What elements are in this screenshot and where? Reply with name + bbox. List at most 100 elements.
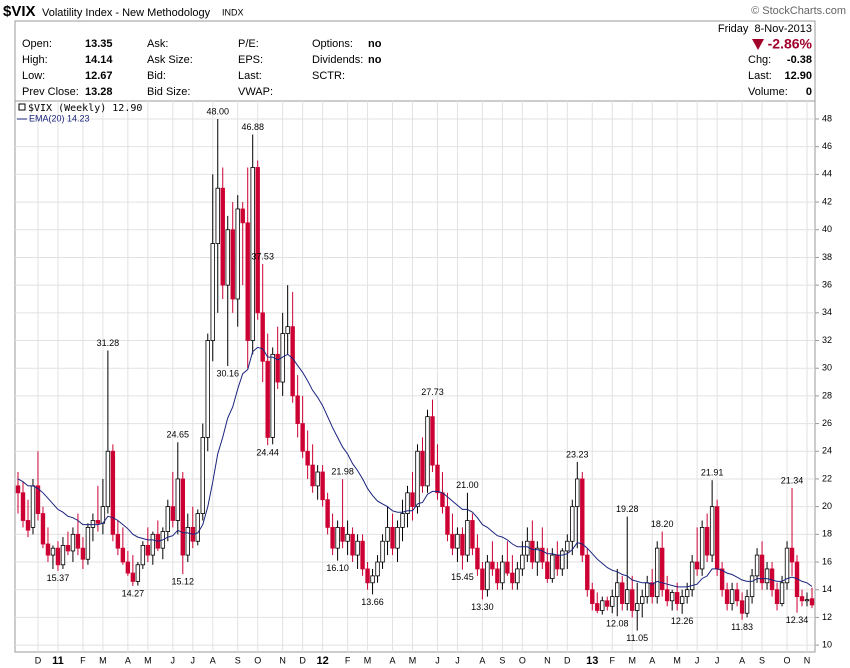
candle-body	[320, 471, 325, 501]
candle-body	[35, 485, 41, 514]
candle-body	[535, 547, 540, 563]
field-label: Volume:	[748, 86, 788, 98]
candle-body	[145, 544, 151, 556]
field-label: Prev Close:	[22, 86, 79, 98]
y-tick-label: 24	[822, 446, 832, 456]
candle-body	[130, 572, 136, 582]
field-label: Last:	[238, 70, 262, 82]
field-label: VWAP:	[238, 86, 273, 98]
candle-body	[260, 312, 265, 362]
x-tick-label: O	[254, 655, 261, 665]
candle-body	[645, 582, 650, 598]
candle-body	[240, 208, 245, 224]
x-tick-label: 12	[316, 655, 328, 667]
price-label: 23.23	[566, 449, 589, 459]
y-tick-label: 48	[822, 113, 832, 123]
frame	[14, 20, 816, 653]
candle-body	[530, 540, 535, 563]
candle-body	[480, 568, 485, 591]
y-tick-label: 46	[822, 141, 832, 151]
candle-body	[669, 592, 675, 602]
x-tick-label: S	[499, 655, 505, 665]
x-tick-label: A	[390, 655, 396, 665]
x-tick-label: M	[364, 655, 372, 665]
candle-body	[60, 544, 66, 566]
candle-body	[125, 561, 131, 574]
candle-body	[300, 423, 305, 452]
candle-body	[355, 540, 360, 556]
x-tick-label: N	[279, 655, 286, 665]
candle-body	[779, 582, 785, 604]
candle-body	[220, 187, 225, 286]
x-tick-label: A	[479, 655, 485, 665]
candle-body	[70, 533, 76, 552]
y-tick-label: 36	[822, 280, 832, 290]
field-label: Dividends:	[312, 54, 363, 66]
x-tick-label: 13	[586, 655, 598, 667]
candle-body	[400, 513, 405, 528]
price-label: 12.08	[606, 619, 629, 629]
field-value: no	[368, 38, 382, 50]
y-tick-label: 40	[822, 224, 832, 234]
x-tick-label: J	[695, 655, 700, 665]
candle-body	[150, 533, 156, 556]
candle-body	[550, 554, 555, 580]
candle-body	[610, 596, 615, 607]
price-label: 13.66	[361, 597, 384, 607]
x-tick-label: 11	[52, 655, 64, 667]
candle-body	[605, 600, 610, 607]
candle-body	[754, 554, 760, 577]
candle-body	[739, 600, 745, 614]
date: Friday 8-Nov-2013	[718, 23, 812, 35]
x-tick-label: D	[35, 655, 42, 665]
price-label: 15.12	[172, 577, 195, 587]
candle-body	[435, 464, 440, 494]
price-label: 21.98	[331, 467, 354, 477]
candle-body	[25, 520, 31, 531]
candle-body	[580, 478, 585, 556]
candle-body	[525, 540, 530, 556]
candle-body	[110, 450, 116, 535]
x-tick-label: J	[191, 655, 196, 665]
price-label: 37.53	[251, 251, 274, 261]
candle-body	[120, 547, 126, 563]
x-tick-label: A	[739, 655, 745, 665]
candle-body	[654, 547, 660, 598]
candle-body	[65, 544, 71, 552]
field-label: EPS:	[238, 54, 263, 66]
candle-body	[195, 513, 200, 542]
field-label: Options:	[312, 38, 353, 50]
candle-body	[475, 547, 480, 570]
candle-body	[455, 533, 460, 549]
candle-body	[45, 543, 51, 556]
x-tick-label: F	[80, 655, 86, 665]
candle-body	[804, 599, 810, 602]
candle-body	[85, 527, 91, 560]
x-tick-label: M	[628, 655, 636, 665]
field-label: Bid:	[147, 70, 166, 82]
price-label: 24.65	[167, 430, 190, 440]
x-tick-label: M	[673, 655, 681, 665]
candle-body	[335, 527, 340, 549]
price-label: 12.26	[671, 616, 694, 626]
price-label: 15.45	[451, 572, 474, 582]
candle-body	[415, 450, 420, 508]
price-label: 27.73	[421, 387, 444, 397]
candle-body	[764, 568, 770, 584]
field-value: 12.67	[85, 70, 113, 82]
ema-line	[17, 346, 813, 588]
candle-body	[689, 561, 695, 591]
candle-body	[510, 572, 515, 584]
price-label: 21.34	[781, 475, 804, 485]
candle-body	[719, 568, 725, 591]
x-tick-label: F	[610, 655, 616, 665]
watermark: © StockCharts.com	[751, 5, 846, 17]
candle-body	[590, 589, 595, 604]
candle-body	[600, 600, 605, 611]
candle-body	[445, 506, 450, 535]
candle-body	[450, 533, 455, 549]
field-value: 13.28	[85, 86, 113, 98]
candle-body	[799, 596, 805, 602]
field-label: SCTR:	[312, 70, 345, 82]
candle-body	[410, 492, 415, 508]
